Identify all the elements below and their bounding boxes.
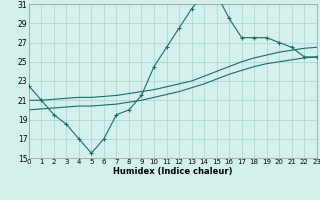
X-axis label: Humidex (Indice chaleur): Humidex (Indice chaleur) [113, 167, 233, 176]
